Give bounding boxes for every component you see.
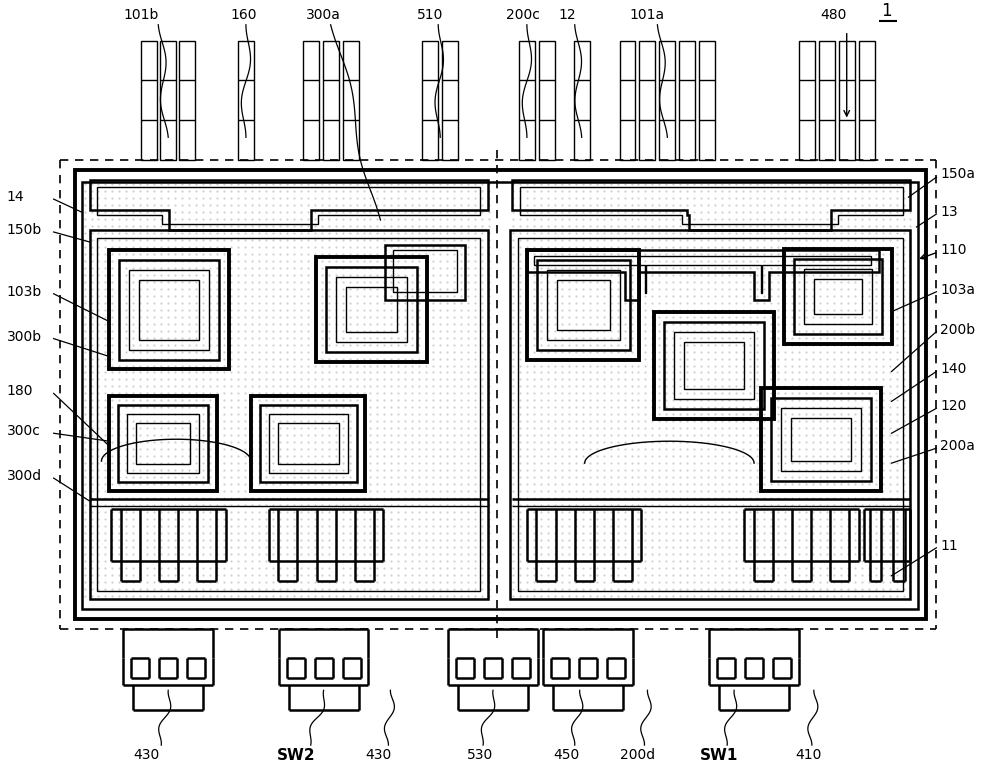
Text: 480: 480 bbox=[821, 8, 847, 22]
Bar bbox=[336, 277, 407, 341]
Text: 200c: 200c bbox=[506, 8, 540, 22]
Bar bbox=[804, 269, 872, 323]
Bar bbox=[109, 250, 229, 370]
Bar bbox=[620, 41, 635, 161]
Text: 101a: 101a bbox=[630, 8, 665, 22]
Bar bbox=[90, 230, 488, 598]
Bar bbox=[539, 41, 555, 161]
Text: 300b: 300b bbox=[7, 330, 42, 344]
Text: 101b: 101b bbox=[124, 8, 159, 22]
Bar bbox=[422, 41, 438, 161]
Text: 14: 14 bbox=[7, 190, 24, 204]
Bar bbox=[510, 230, 910, 598]
Text: 180: 180 bbox=[7, 384, 33, 398]
Text: 430: 430 bbox=[133, 748, 159, 762]
Bar bbox=[251, 396, 365, 491]
Text: 300a: 300a bbox=[306, 8, 341, 22]
Bar bbox=[819, 41, 835, 161]
Bar bbox=[791, 418, 851, 461]
Bar bbox=[109, 396, 217, 491]
Text: 150a: 150a bbox=[940, 168, 975, 181]
Bar bbox=[323, 41, 339, 161]
Bar bbox=[326, 267, 417, 351]
Bar bbox=[761, 388, 881, 491]
Bar bbox=[781, 408, 861, 471]
Bar bbox=[684, 341, 744, 389]
Bar bbox=[179, 41, 195, 161]
Text: 430: 430 bbox=[365, 748, 392, 762]
Bar bbox=[814, 279, 862, 313]
Bar bbox=[303, 41, 319, 161]
Text: 110: 110 bbox=[940, 243, 967, 257]
Bar bbox=[527, 250, 639, 360]
Bar bbox=[139, 279, 199, 340]
Text: 12: 12 bbox=[558, 8, 576, 22]
Bar bbox=[238, 41, 254, 161]
Text: 530: 530 bbox=[467, 748, 493, 762]
Text: 410: 410 bbox=[796, 748, 822, 762]
Bar bbox=[343, 41, 359, 161]
Text: 150b: 150b bbox=[7, 223, 42, 237]
Text: 200d: 200d bbox=[620, 748, 655, 762]
Bar bbox=[679, 41, 695, 161]
Bar bbox=[260, 405, 357, 482]
Bar bbox=[537, 260, 630, 350]
Bar bbox=[346, 286, 397, 332]
Bar bbox=[316, 257, 427, 361]
Bar bbox=[393, 250, 457, 292]
Text: 300d: 300d bbox=[7, 469, 42, 483]
Bar bbox=[574, 41, 590, 161]
Bar bbox=[519, 41, 535, 161]
Bar bbox=[141, 41, 157, 161]
Bar bbox=[699, 41, 715, 161]
Bar bbox=[82, 182, 918, 608]
Text: 11: 11 bbox=[940, 539, 958, 553]
Bar bbox=[160, 41, 176, 161]
Bar bbox=[119, 260, 219, 360]
Bar bbox=[278, 423, 339, 464]
Bar bbox=[518, 238, 903, 591]
Bar bbox=[442, 41, 458, 161]
Text: 300c: 300c bbox=[7, 425, 41, 438]
Bar bbox=[269, 415, 348, 473]
Text: 200a: 200a bbox=[940, 439, 975, 453]
Bar bbox=[127, 415, 199, 473]
Text: 103a: 103a bbox=[940, 283, 975, 296]
Bar bbox=[799, 41, 815, 161]
Bar bbox=[784, 249, 892, 344]
Bar bbox=[547, 270, 620, 340]
Text: 120: 120 bbox=[940, 399, 967, 413]
Text: 103b: 103b bbox=[7, 285, 42, 299]
Text: SW2: SW2 bbox=[276, 747, 315, 763]
Text: SW1: SW1 bbox=[700, 747, 738, 763]
Text: 200b: 200b bbox=[940, 323, 975, 337]
Bar bbox=[664, 322, 764, 409]
Bar bbox=[639, 41, 655, 161]
Text: 510: 510 bbox=[417, 8, 443, 22]
Text: 1: 1 bbox=[881, 2, 892, 20]
Bar bbox=[75, 170, 926, 618]
Bar bbox=[654, 312, 774, 419]
Bar bbox=[771, 398, 871, 481]
Text: 450: 450 bbox=[554, 748, 580, 762]
Bar bbox=[839, 41, 855, 161]
Text: 160: 160 bbox=[231, 8, 257, 22]
Bar bbox=[118, 405, 208, 482]
Bar bbox=[674, 332, 754, 399]
Bar bbox=[129, 270, 209, 350]
Bar bbox=[557, 279, 610, 330]
Bar bbox=[794, 259, 882, 334]
Bar bbox=[136, 423, 190, 464]
Text: 13: 13 bbox=[940, 205, 958, 219]
Bar bbox=[659, 41, 675, 161]
Bar bbox=[859, 41, 875, 161]
Text: 140: 140 bbox=[940, 363, 967, 377]
Bar bbox=[97, 238, 480, 591]
Bar bbox=[385, 245, 465, 300]
